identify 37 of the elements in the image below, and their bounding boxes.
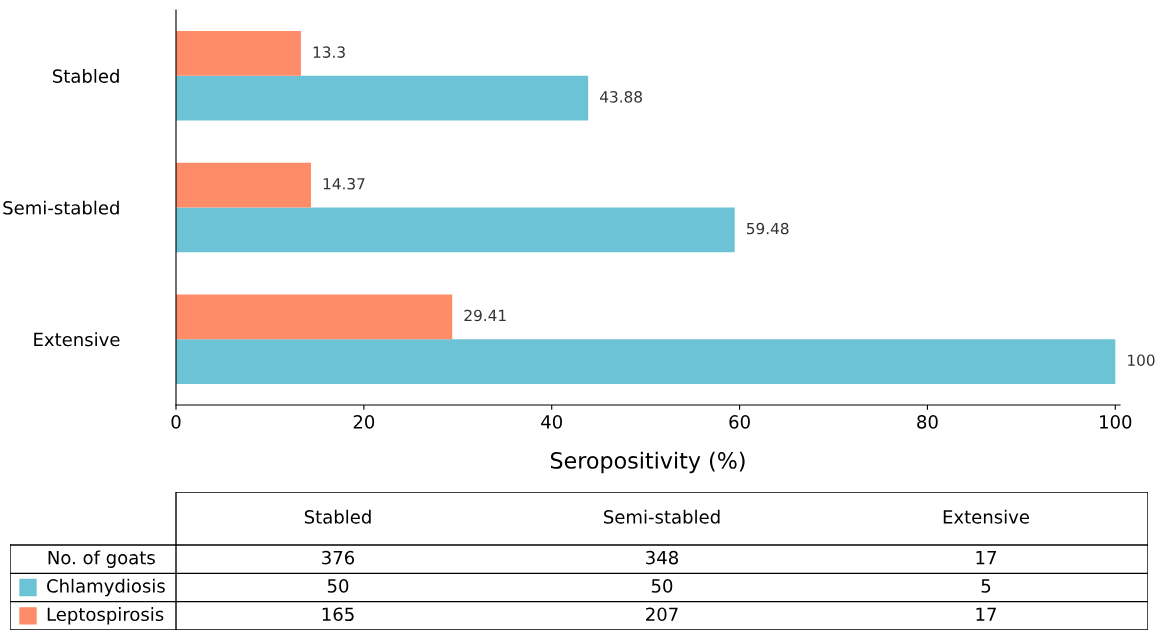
x-tick-label: 0 (171, 415, 181, 429)
x-tick-label: 40 (541, 415, 563, 429)
x-tick-label: 20 (353, 415, 375, 429)
category-label: Extensive (943, 509, 1030, 524)
x-tick-label: 100 (1100, 415, 1132, 429)
data-label: 348 (646, 550, 678, 565)
data-label: 13.3 (313, 46, 345, 58)
data-label: 14.37 (323, 177, 365, 190)
data-label: 29.41 (464, 309, 506, 322)
bar (176, 31, 301, 76)
data-label: 376 (322, 550, 355, 565)
category-label: Semi-stabled (604, 509, 720, 524)
data-label: 59.48 (746, 222, 789, 235)
x-tick-label: 80 (917, 415, 938, 429)
data-label: 17 (976, 550, 996, 565)
text: No. of goats (48, 550, 155, 568)
data-label: 50 (651, 579, 673, 593)
data-label: 207 (646, 607, 678, 622)
bar (176, 75, 589, 121)
bar (176, 207, 735, 253)
bar (176, 162, 311, 208)
data-label: 165 (322, 607, 354, 622)
x-axis-title: Seropositivity (%) (550, 451, 745, 474)
legend-label: Leptospirosis (47, 607, 164, 625)
data-label: 43.88 (600, 91, 642, 103)
y-tick-label: Semi-stabled (3, 200, 119, 215)
data-label: 50 (327, 579, 349, 593)
data-label: 100 (1128, 354, 1155, 366)
y-tick-label: Stabled (52, 68, 119, 83)
category-label: Stabled (304, 509, 371, 524)
y-tick-label: Extensive (34, 332, 120, 347)
data-label: 17 (976, 607, 996, 621)
x-tick-label: 60 (729, 415, 750, 429)
bar (176, 339, 1116, 384)
bar (176, 294, 453, 340)
data-label: 5 (981, 579, 991, 593)
legend-label: Chlamydiosis (47, 578, 165, 597)
